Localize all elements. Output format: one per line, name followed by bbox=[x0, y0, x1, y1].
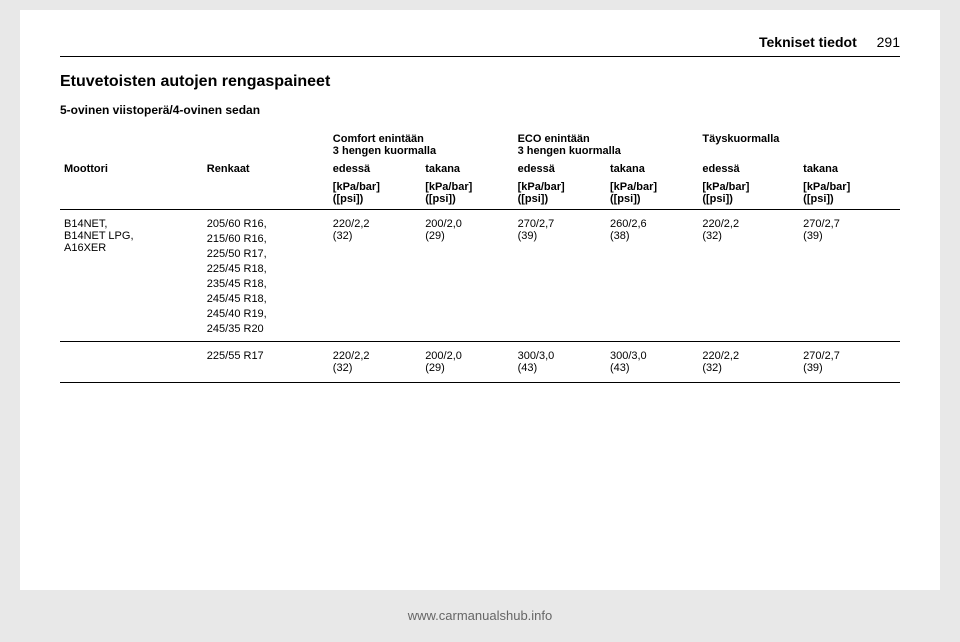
col-group-comfort: Comfort enintään 3 hengen kuormalla bbox=[329, 127, 514, 160]
page-header: Tekniset tiedot 291 bbox=[60, 34, 900, 57]
value-cell: 270/2,7 (39) bbox=[799, 342, 900, 383]
col-front: edessä bbox=[514, 160, 606, 178]
unit-cell: [kPa/bar] ([psi]) bbox=[698, 178, 799, 210]
tire-item: 245/35 R20 bbox=[207, 323, 325, 335]
col-engine: Moottori bbox=[60, 160, 203, 178]
table-row: 225/55 R17 220/2,2 (32) 200/2,0 (29) 300… bbox=[60, 342, 900, 383]
tire-item: 215/60 R16, bbox=[207, 233, 325, 245]
table-col-header: Moottori Renkaat edessä takana edessä ta… bbox=[60, 160, 900, 178]
unit-cell: [kPa/bar] ([psi]) bbox=[421, 178, 513, 210]
value-cell: 300/3,0 (43) bbox=[606, 342, 698, 383]
unit-cell: [kPa/bar] ([psi]) bbox=[606, 178, 698, 210]
col-rear: takana bbox=[421, 160, 513, 178]
table-row: B14NET, B14NET LPG, A16XER 205/60 R16, 2… bbox=[60, 210, 900, 342]
value-cell: 220/2,2 (32) bbox=[698, 210, 799, 342]
value-cell: 270/2,7 (39) bbox=[799, 210, 900, 342]
col-rear: takana bbox=[606, 160, 698, 178]
section-title: Tekniset tiedot bbox=[759, 34, 857, 50]
col-front: edessä bbox=[329, 160, 421, 178]
tire-item: 245/40 R19, bbox=[207, 308, 325, 320]
tires-cell: 205/60 R16, 215/60 R16, 225/50 R17, 225/… bbox=[203, 210, 329, 342]
value-cell: 220/2,2 (32) bbox=[329, 210, 421, 342]
row-divider bbox=[60, 382, 900, 383]
unit-cell: [kPa/bar] ([psi]) bbox=[514, 178, 606, 210]
tire-item: 245/45 R18, bbox=[207, 293, 325, 305]
page-number: 291 bbox=[877, 34, 900, 50]
table-units-row: [kPa/bar] ([psi]) [kPa/bar] ([psi]) [kPa… bbox=[60, 178, 900, 210]
page-subtitle: 5-ovinen viistoperä/4-ovinen sedan bbox=[60, 103, 900, 117]
value-cell: 300/3,0 (43) bbox=[514, 342, 606, 383]
tire-item: 205/60 R16, bbox=[207, 218, 325, 230]
value-cell: 220/2,2 (32) bbox=[698, 342, 799, 383]
engine-cell: B14NET, B14NET LPG, A16XER bbox=[60, 210, 203, 342]
value-cell: 200/2,0 (29) bbox=[421, 342, 513, 383]
value-cell: 200/2,0 (29) bbox=[421, 210, 513, 342]
value-cell: 260/2,6 (38) bbox=[606, 210, 698, 342]
col-tires: Renkaat bbox=[203, 160, 329, 178]
col-front: edessä bbox=[698, 160, 799, 178]
tire-list: 205/60 R16, 215/60 R16, 225/50 R17, 225/… bbox=[207, 218, 325, 335]
tire-item: 225/50 R17, bbox=[207, 248, 325, 260]
col-rear: takana bbox=[799, 160, 900, 178]
tires-cell: 225/55 R17 bbox=[203, 342, 329, 383]
unit-cell: [kPa/bar] ([psi]) bbox=[329, 178, 421, 210]
tire-pressure-table: Comfort enintään 3 hengen kuormalla ECO … bbox=[60, 127, 900, 383]
tire-item: 235/45 R18, bbox=[207, 278, 325, 290]
tire-item: 225/45 R18, bbox=[207, 263, 325, 275]
col-group-eco: ECO enintään 3 hengen kuormalla bbox=[514, 127, 699, 160]
value-cell: 220/2,2 (32) bbox=[329, 342, 421, 383]
col-group-full: Täyskuormalla bbox=[698, 127, 900, 160]
unit-cell: [kPa/bar] ([psi]) bbox=[799, 178, 900, 210]
page-title: Etuvetoisten autojen rengaspaineet bbox=[60, 73, 900, 91]
table-group-header: Comfort enintään 3 hengen kuormalla ECO … bbox=[60, 127, 900, 160]
value-cell: 270/2,7 (39) bbox=[514, 210, 606, 342]
footer-url: www.carmanualshub.info bbox=[20, 608, 940, 623]
manual-page: Tekniset tiedot 291 Etuvetoisten autojen… bbox=[20, 10, 940, 590]
